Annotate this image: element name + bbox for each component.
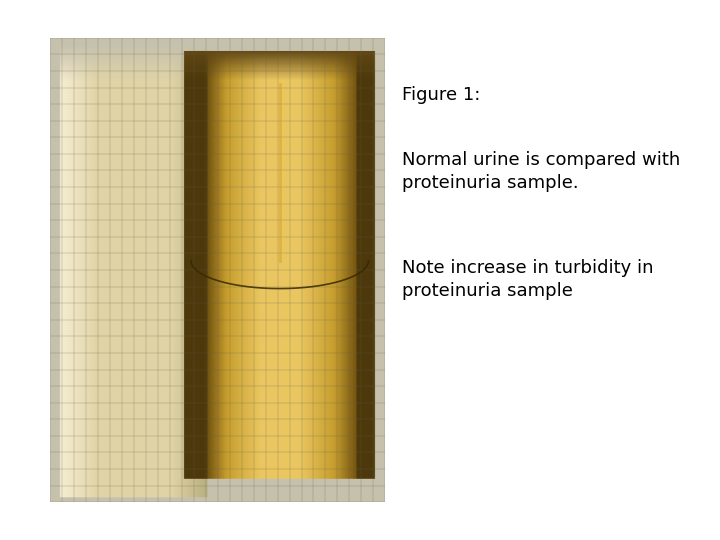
Text: Note increase in turbidity in
proteinuria sample: Note increase in turbidity in proteinuri… (402, 259, 654, 300)
Polygon shape (50, 38, 385, 502)
Text: Figure 1:: Figure 1: (402, 86, 480, 104)
Text: Normal urine is compared with
proteinuria sample.: Normal urine is compared with proteinuri… (402, 151, 680, 192)
